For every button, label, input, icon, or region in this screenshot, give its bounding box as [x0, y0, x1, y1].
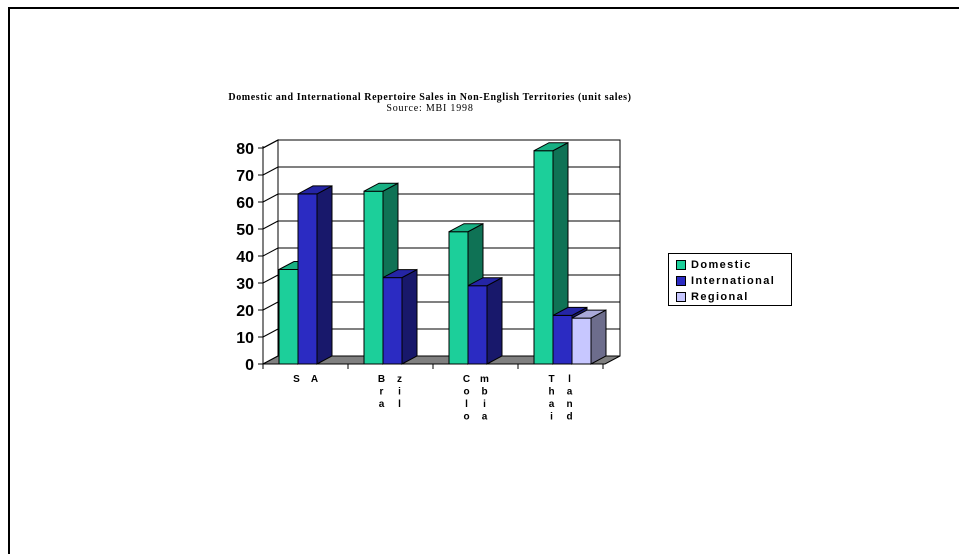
bar-international-thailand [552, 314, 573, 365]
y-tick-label: 20 [236, 303, 254, 320]
bar-international-sa [297, 193, 318, 365]
bar-regional-thailand-top [571, 309, 607, 319]
legend-swatch-international [676, 276, 686, 286]
x-tick-label-char: C [463, 374, 470, 385]
bar-domestic-thailand-top [533, 142, 569, 152]
x-tick-label-char: i [550, 412, 553, 423]
legend-swatch-regional [676, 292, 686, 302]
bar-international-colombia [467, 285, 488, 365]
x-tick-label-char: b [481, 387, 487, 398]
y-tick-label: 80 [236, 141, 254, 158]
bar-international-colombia-side [486, 276, 503, 365]
legend-item-regional: Regional [676, 289, 791, 305]
y-tick-label: 10 [236, 330, 254, 347]
y-tick-label: 0 [245, 357, 254, 374]
gridline-side [262, 301, 279, 311]
x-tick-label-char: z [397, 374, 402, 385]
legend-label-international: International [691, 275, 776, 287]
x-tick-label-char: o [463, 387, 469, 398]
x-tick-label-char: d [566, 412, 572, 423]
gridline-side [262, 139, 279, 149]
gridline-side [262, 193, 279, 203]
bar-domestic-colombia-top [448, 223, 484, 233]
x-tick-label-char: S [293, 374, 300, 385]
bar-international-colombia-top [467, 277, 503, 287]
x-tick-label-char: a [567, 387, 573, 398]
x-tick-label-char: a [379, 399, 385, 410]
y-tick-label: 30 [236, 276, 254, 293]
gridline-side [262, 220, 279, 230]
bar-international-brazil-side [401, 268, 418, 365]
legend-item-international: International [676, 273, 791, 289]
gridline-side [262, 274, 279, 284]
legend-label-domestic: Domestic [691, 259, 752, 271]
x-tick-label-char: l [465, 399, 468, 410]
legend-item-domestic: Domestic [676, 257, 791, 273]
chart-frame [8, 7, 959, 554]
gridline-side [262, 328, 279, 338]
gridline-side [262, 247, 279, 257]
y-tick-label: 50 [236, 222, 254, 239]
gridline-side [262, 166, 279, 176]
x-tick-label-char: i [398, 387, 401, 398]
x-tick-label-char: a [549, 399, 555, 410]
bar-international-sa-top [297, 185, 333, 195]
x-tick-label-char: A [311, 374, 318, 385]
y-tick-label: 70 [236, 168, 254, 185]
bar-domestic-sa [278, 269, 299, 365]
bar-international-brazil [382, 277, 403, 365]
x-tick-label-char: B [378, 374, 385, 385]
x-tick-label-char: h [548, 387, 554, 398]
x-tick-label-char: i [483, 399, 486, 410]
bar-international-thailand-top [552, 306, 588, 316]
legend-label-regional: Regional [691, 291, 749, 303]
x-tick-label-char: m [480, 374, 489, 385]
x-tick-label-char: r [380, 387, 384, 398]
x-tick-label-char: l [398, 399, 401, 410]
chart-title: Domestic and International Repertoire Sa… [228, 92, 632, 103]
x-tick-label-char: l [568, 374, 571, 385]
bar-domestic-brazil [363, 190, 384, 365]
x-tick-label-char: o [463, 412, 469, 423]
bar-domestic-colombia [448, 231, 469, 365]
bar-domestic-thailand [533, 150, 554, 365]
x-tick-label-char: n [566, 399, 572, 410]
bar-regional-thailand [571, 317, 592, 365]
chart-subtitle: Source: MBI 1998 [386, 103, 474, 114]
y-tick-label: 60 [236, 195, 254, 212]
bar-domestic-brazil-top [363, 182, 399, 192]
chart-legend: Domestic International Regional [668, 253, 792, 306]
x-tick-label-char: a [482, 412, 488, 423]
y-tick-label: 40 [236, 249, 254, 266]
legend-swatch-domestic [676, 260, 686, 270]
bar-international-sa-side [316, 185, 333, 365]
bar-regional-thailand-side [590, 309, 607, 365]
bar-international-brazil-top [382, 269, 418, 279]
x-tick-label-char: T [548, 374, 554, 385]
